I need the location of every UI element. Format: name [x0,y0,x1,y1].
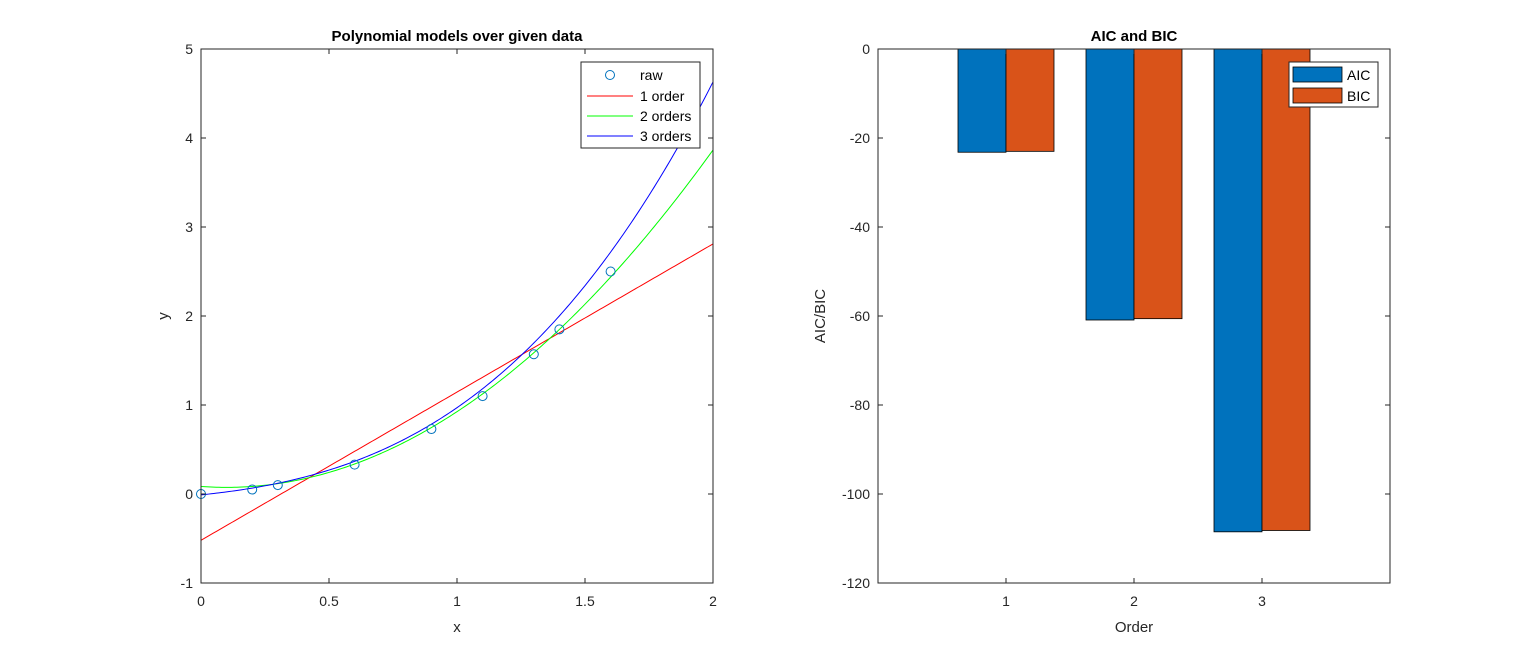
fit-curve-order3 [201,81,713,496]
plot2-title: AIC and BIC [1091,28,1178,45]
plot2-y-tick-label: -80 [850,397,870,413]
fit-curve-order1 [201,243,713,541]
plot2-x-tick-label: 2 [1130,593,1138,609]
legend-order1-label: 1 order [640,88,685,104]
plot1-y-tick-label: 3 [185,219,193,235]
plot1-y-tick-label: -1 [181,575,194,591]
raw-data-point [528,349,539,360]
bar-bic-order-3 [1261,48,1311,531]
plot1-legend: raw 1 order 2 orders 3 orders [580,61,701,149]
legend-bic-swatch [1292,87,1343,104]
legend-aic-label: AIC [1347,67,1370,83]
plot2-y-tick-label: -100 [842,486,870,502]
plot1-x-tick-label: 2 [709,593,717,609]
plot1-raw-points [196,266,616,499]
plot1-y-tick-label: 5 [185,41,193,57]
plot2-y-tick-label: -40 [850,219,870,235]
plot2-legend: AIC BIC [1288,61,1379,108]
plot1-y-tick-label: 2 [185,308,193,324]
legend-order2-label: 2 orders [640,108,691,124]
plot2-x-tick-label: 3 [1258,593,1266,609]
plot1-y-tick-label: 4 [185,130,193,146]
plot2-x-tick-label: 1 [1002,593,1010,609]
raw-data-point [349,459,360,470]
plot2-y-axis-label: AIC/BIC [812,289,829,343]
plot2-y-tick-label: -120 [842,575,870,591]
plot2-y-tick-label: -60 [850,308,870,324]
plot2-bars [957,48,1311,533]
plot2-ticks: 1 2 3 0 -20 -40 -60 -80 -100 -120 [842,41,1390,609]
plot1-y-tick-label: 0 [185,486,193,502]
plot1-y-axis-label: y [155,312,172,320]
raw-data-point [426,424,437,435]
plot1-y-tick-label: 1 [185,397,193,413]
bar-aic-order-3 [1213,48,1263,533]
bar-bic-order-1 [1005,48,1055,152]
plot2-y-tick-label: 0 [862,41,870,57]
plot2-x-axis-label: Order [1115,619,1153,636]
aic-bic-plot: 1 2 3 0 -20 -40 -60 -80 -100 -120 AIC and BIC Ord… [812,28,1391,636]
legend-raw-label: raw [640,67,663,83]
plot1-title: Polynomial models over given data [332,28,584,45]
raw-data-point [247,484,258,495]
legend-order3-label: 3 orders [640,128,691,144]
plot2-y-tick-label: -20 [850,130,870,146]
plot1-curves [201,81,713,541]
bar-aic-order-2 [1085,48,1135,321]
raw-data-point [477,391,488,402]
bar-aic-order-1 [957,48,1007,153]
plot1-x-tick-label: 0 [197,593,205,609]
plot1-x-tick-label: 1.5 [575,593,595,609]
legend-aic-swatch [1292,66,1343,83]
plot1-x-axis-label: x [453,619,461,636]
raw-data-point [272,480,283,491]
raw-data-point [605,266,616,277]
plot1-x-tick-label: 0.5 [319,593,339,609]
legend-bic-label: BIC [1347,88,1370,104]
plot1-legend-box [580,61,701,149]
raw-data-point [554,324,565,335]
fit-curve-order2 [201,149,713,488]
legend-raw-marker [605,70,615,80]
bar-bic-order-2 [1133,48,1183,320]
plot1-x-tick-label: 1 [453,593,461,609]
